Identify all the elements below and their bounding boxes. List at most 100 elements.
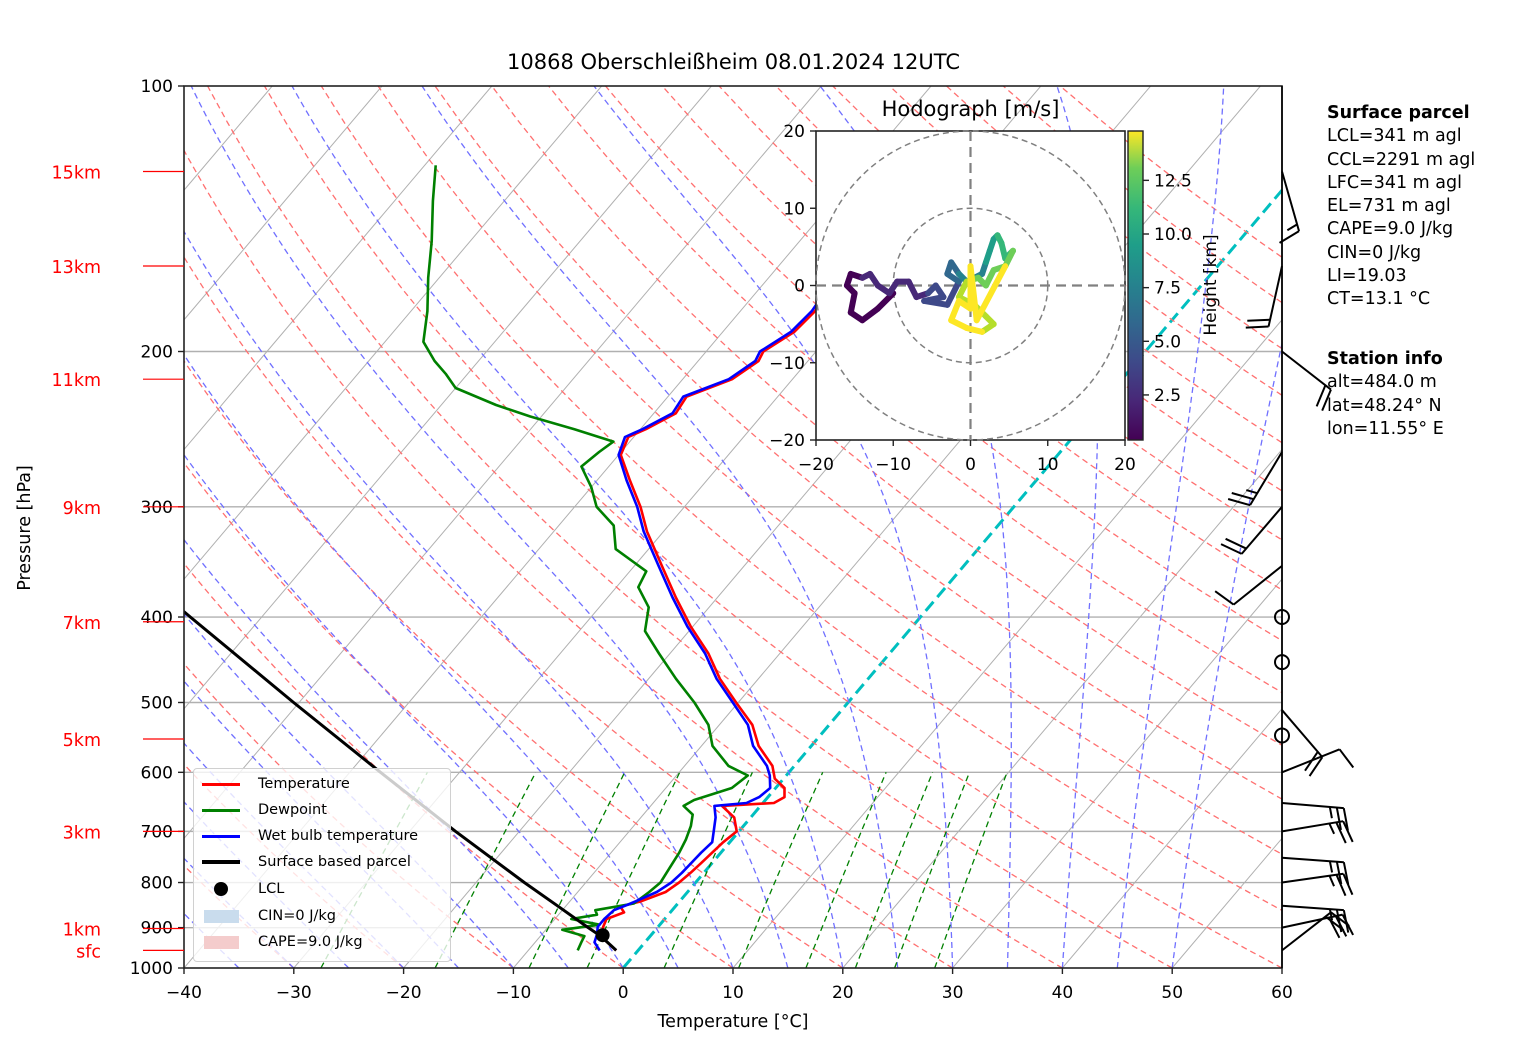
colorbar-tick-label: 7.5: [1154, 279, 1181, 299]
legend-item-parcel: Surface based parcel: [194, 849, 411, 875]
isotherm-line: [842, 448, 1282, 968]
mixing-ratio-line: [663, 772, 753, 968]
calm-wind-circle: [1274, 609, 1290, 626]
dry-adiabat-line: [184, 562, 624, 968]
moist-adiabat-line: [184, 613, 514, 968]
moist-adiabat-line: [1116, 86, 1225, 968]
sounding-profiles: [184, 154, 989, 952]
legend-swatch-parcel: [202, 860, 240, 864]
wind-barb-flag: [1324, 915, 1345, 932]
wind-barb-staff: [1267, 265, 1283, 327]
hodograph-y-tick-label: −10: [769, 354, 805, 374]
moist-adiabat-line: [184, 453, 624, 968]
cape-value: CAPE=9.0 J/kg: [1327, 219, 1454, 240]
legend-item-cape: CAPE=9.0 J/kg: [194, 929, 363, 955]
wind-barb-flag: [1342, 820, 1354, 843]
y-tick-label: 300: [141, 498, 173, 518]
colorbar-tick-label: 2.5: [1154, 386, 1181, 406]
colorbar: [1127, 130, 1144, 441]
wind-barb-half-flag: [1328, 908, 1334, 921]
moist-adiabat-line: [184, 353, 679, 968]
dry-adiabat-line: [184, 461, 734, 968]
hodograph-x-tick-label: 0: [965, 455, 976, 475]
x-tick-label: 30: [942, 983, 964, 1003]
wind-barb-half-flag: [1286, 223, 1298, 232]
hodograph-x-tick-label: 10: [1037, 455, 1059, 475]
wind-barb-staff: [1281, 911, 1332, 952]
mixing-ratio-line: [893, 772, 971, 968]
hodograph-title: Hodograph [m/s]: [882, 97, 1060, 121]
y-tick-label: 500: [141, 693, 173, 713]
el-value: EL=731 m agl: [1327, 196, 1451, 217]
legend-swatch-temperature: [202, 782, 240, 786]
y-axis-label: Pressure [hPa]: [15, 465, 35, 591]
lfc-value: LFC=341 m agl: [1327, 172, 1462, 193]
wind-barb-flag: [1321, 389, 1332, 412]
x-tick-label: 0: [618, 983, 629, 1003]
ct-value: CT=13.1 °C: [1327, 289, 1431, 310]
legend-swatch-dewpoint: [202, 808, 240, 812]
station-longitude: lon=11.55° E: [1327, 418, 1444, 439]
legend-label: LCL: [258, 881, 285, 897]
dry-adiabat-line: [320, 86, 1282, 912]
wetbulb-line: [593, 154, 985, 952]
height-label: 5km: [63, 731, 101, 751]
dewpoint-line: [422, 165, 750, 951]
dry-adiabat-line: [184, 148, 1063, 968]
mixing-ratio-line: [934, 772, 1008, 968]
legend-swatch-cin: [203, 909, 239, 923]
wind-barb-flag: [1231, 492, 1254, 501]
x-tick-label: 60: [1271, 983, 1293, 1003]
station-info-panel: Station info alt=484.0 m lat=48.24° N lo…: [1327, 348, 1444, 441]
y-tick-label: 700: [141, 822, 173, 842]
legend-label: Wet bulb temperature: [258, 828, 419, 844]
wind-barb-flag: [1220, 543, 1243, 555]
wind-barb-flag: [1335, 861, 1343, 885]
parcel-line: [184, 609, 618, 952]
mixing-ratio-line: [854, 772, 934, 968]
wind-barb-staff: [1281, 171, 1300, 232]
hodograph-y-tick-label: −20: [769, 431, 805, 451]
hodograph-segment: [967, 263, 980, 324]
wind-barb-staff: [1281, 350, 1332, 391]
wind-barb-flag: [1335, 874, 1347, 897]
colorbar-tick-label: 5.0: [1154, 332, 1181, 352]
x-tick-label: 20: [832, 983, 854, 1003]
hodograph-y-tick-label: 0: [794, 277, 805, 297]
lcl-marker: [595, 928, 610, 943]
hodograph-segment: [973, 263, 1009, 324]
y-tick-label: 800: [141, 874, 173, 894]
wind-barb-flag: [1335, 807, 1342, 831]
hodograph-x-tick-label: −10: [875, 455, 911, 475]
wind-barb-staff: [1232, 565, 1283, 606]
y-tick-label: 200: [141, 343, 173, 363]
wind-barb-flag: [1247, 318, 1271, 322]
legend-label: Dewpoint: [258, 802, 327, 818]
wind-barb-staff: [1281, 801, 1344, 810]
temperature-line: [600, 154, 989, 952]
legend-label: Temperature: [258, 776, 350, 792]
wind-barb-flag: [1308, 756, 1324, 777]
height-label: 13km: [52, 258, 101, 278]
dry-adiabat-line: [184, 359, 844, 968]
cin-value: CIN=0 J/kg: [1327, 242, 1422, 263]
x-tick-label: 50: [1161, 983, 1183, 1003]
li-value: LI=19.03: [1327, 266, 1407, 287]
wind-barb-flag: [1225, 537, 1247, 550]
legend-swatch-cape: [203, 935, 239, 949]
x-tick-label: −20: [386, 983, 422, 1003]
wind-barb-flag: [1334, 915, 1348, 937]
wind-barbs: [1214, 86, 1355, 968]
hodograph-segment: [847, 290, 858, 316]
colorbar-label: Height [km]: [1201, 234, 1221, 335]
wind-barb-staff: [1281, 872, 1344, 884]
wind-barb-flag: [1245, 325, 1269, 329]
moist-adiabat-line: [1171, 340, 1282, 968]
surface-parcel-panel: Surface parcel LCL=341 m agl CCL=2291 m …: [1327, 102, 1475, 312]
isotherm-line: [184, 86, 712, 710]
wind-barb-staff: [1240, 506, 1283, 555]
x-tick-label: −10: [495, 983, 531, 1003]
height-label: 3km: [63, 823, 101, 843]
x-tick-label: 10: [722, 983, 744, 1003]
